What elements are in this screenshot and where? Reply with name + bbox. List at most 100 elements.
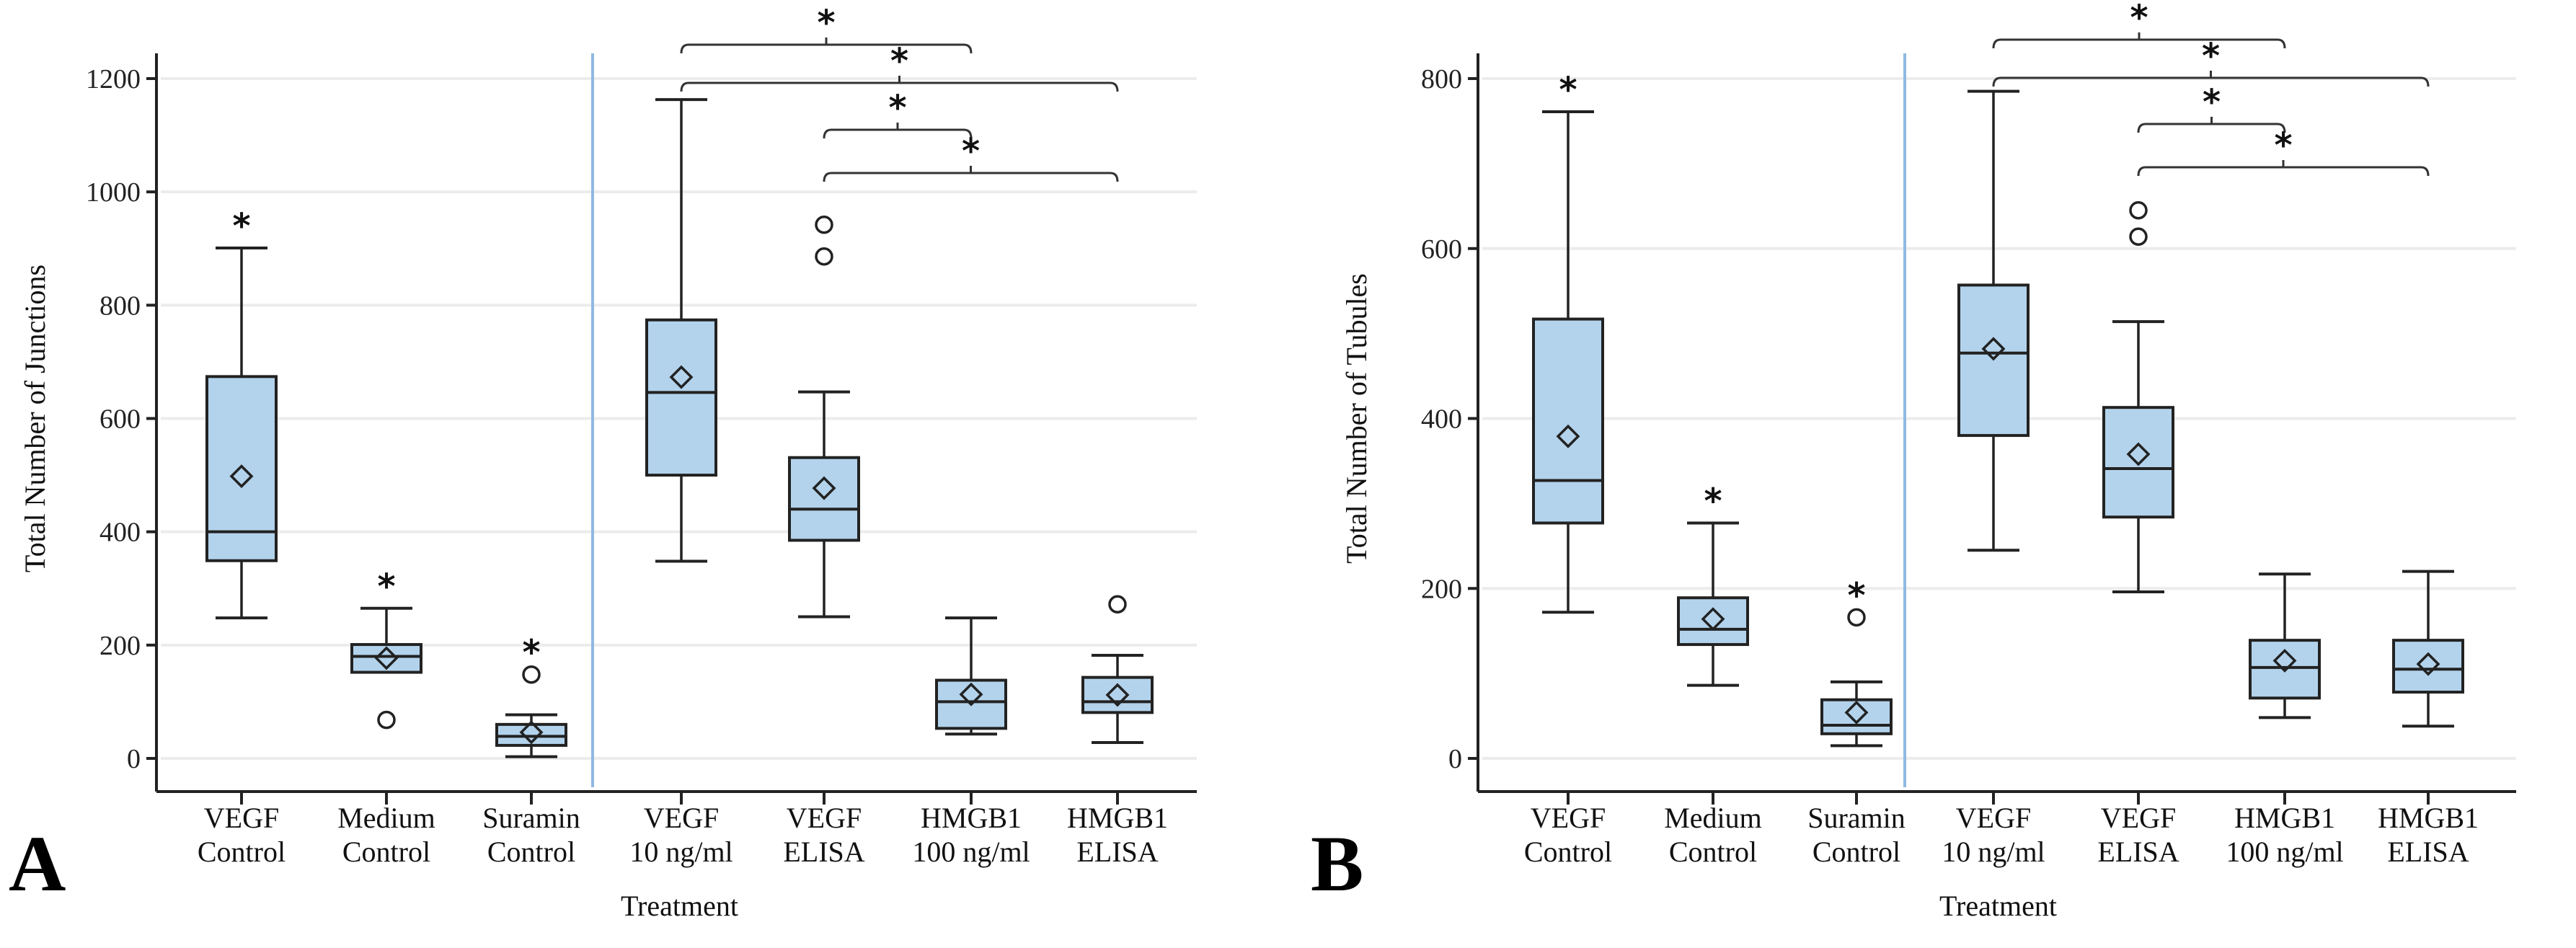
y-tick-label: 1000 xyxy=(86,177,141,208)
iqr-box xyxy=(1081,675,1154,714)
significance-marker: * xyxy=(1559,70,1577,110)
category-label-line2: ELISA xyxy=(2387,836,2469,868)
y-axis-label: Total Number of Tubules xyxy=(1340,273,1373,564)
significance-marker: * xyxy=(522,633,540,673)
category-label-line2: Control xyxy=(1813,836,1900,868)
bracket-significance: * xyxy=(817,3,835,43)
iqr-box xyxy=(1957,283,2030,438)
significance-marker: * xyxy=(232,206,250,247)
mean-diamond xyxy=(1105,683,1130,707)
category-label-line2: Control xyxy=(1524,836,1612,868)
category-label-line1: VEGF xyxy=(1531,802,1606,834)
category-label-line1: VEGF xyxy=(787,802,862,834)
category-label-line2: 100 ng/ml xyxy=(912,836,1030,868)
y-tick-label: 400 xyxy=(99,518,141,548)
category-label-line2: Control xyxy=(487,836,575,868)
panel-b-tubules: 0 200 400 600 800 Total Number of Tubules Trea… xyxy=(1311,0,2516,922)
mean-diamond xyxy=(229,464,254,489)
outlier-point xyxy=(377,710,396,730)
y-tick-label: 0 xyxy=(1448,744,1462,774)
category-label-line2: ELISA xyxy=(783,836,864,868)
y-tick-label: 200 xyxy=(99,631,141,661)
category-label-line1: HMGB1 xyxy=(1067,802,1168,834)
category-label-line1: Medium xyxy=(1664,802,1762,834)
bracket-significance: * xyxy=(2274,125,2292,166)
iqr-box xyxy=(2102,406,2174,519)
category-label-line1: HMGB1 xyxy=(2234,802,2335,834)
bracket-significance: * xyxy=(890,41,908,81)
bracket-line xyxy=(823,123,973,139)
iqr-box xyxy=(205,375,278,562)
iqr-box xyxy=(2392,639,2464,694)
category-label-line1: HMGB1 xyxy=(2378,802,2479,834)
panel-label: B xyxy=(1311,820,1363,908)
outlier-point xyxy=(1847,608,1866,627)
significance-marker: * xyxy=(1704,481,1722,521)
comparison-bracket: * xyxy=(1992,36,2430,87)
y-tick-label: 400 xyxy=(1421,404,1462,435)
mean-diamond xyxy=(1981,337,2006,361)
category-label-line1: VEGF xyxy=(1956,802,2031,834)
bracket-line xyxy=(1992,32,2286,49)
y-tick-label: 0 xyxy=(127,744,141,774)
category-label-line1: VEGF xyxy=(2101,802,2176,834)
outlier-point xyxy=(815,247,833,266)
y-tick-label: 600 xyxy=(1421,234,1462,265)
category-label-line1: VEGF xyxy=(204,802,279,834)
mean-diamond xyxy=(1844,700,1869,725)
y-tick-label: 200 xyxy=(1421,574,1462,604)
comparison-bracket: * xyxy=(680,3,973,54)
mean-diamond xyxy=(374,646,399,670)
y-tick-label: 800 xyxy=(1421,64,1462,94)
iqr-box xyxy=(1677,596,1749,647)
category-label-line2: 10 ng/ml xyxy=(629,836,732,868)
mean-diamond xyxy=(519,720,544,745)
category-label-line2: 100 ng/ml xyxy=(2226,836,2343,868)
category-label-line2: ELISA xyxy=(2097,836,2179,868)
mean-diamond xyxy=(2126,442,2151,466)
outlier-point xyxy=(2129,227,2148,246)
bracket-significance: * xyxy=(2202,36,2220,76)
category-label-line2: ELISA xyxy=(1076,836,1158,868)
outlier-point xyxy=(815,215,833,234)
category-label-line2: Control xyxy=(1669,836,1757,868)
mean-diamond xyxy=(959,682,983,706)
significance-marker: * xyxy=(377,567,395,607)
panel-a-junctions: 0 200 400 600 800 1000 1200 Total Number of Jun… xyxy=(9,3,1197,922)
iqr-box xyxy=(1820,698,1893,735)
category-label-line2: 10 ng/ml xyxy=(1942,836,2045,868)
comparison-bracket: * xyxy=(1992,0,2286,49)
iqr-box xyxy=(645,318,717,477)
category-label-line2: Control xyxy=(342,836,430,868)
mean-diamond xyxy=(1701,607,1725,632)
y-tick-label: 800 xyxy=(99,291,141,321)
mean-diamond xyxy=(2416,652,2440,676)
bracket-line xyxy=(823,166,1119,182)
outlier-point xyxy=(522,665,541,684)
iqr-box xyxy=(1532,317,1604,525)
comparison-bracket: * xyxy=(2137,125,2430,177)
category-label-line2: Control xyxy=(198,836,286,868)
x-axis-label: Treatment xyxy=(1939,890,2057,922)
bracket-line xyxy=(680,76,1119,92)
category-label-line1: HMGB1 xyxy=(921,802,1022,834)
bracket-line xyxy=(2137,117,2286,133)
category-label-line1: Suramin xyxy=(1807,802,1906,834)
y-tick-label: 600 xyxy=(99,404,141,435)
mean-diamond xyxy=(669,365,694,389)
mean-diamond xyxy=(812,476,836,500)
bracket-line xyxy=(2137,160,2430,177)
